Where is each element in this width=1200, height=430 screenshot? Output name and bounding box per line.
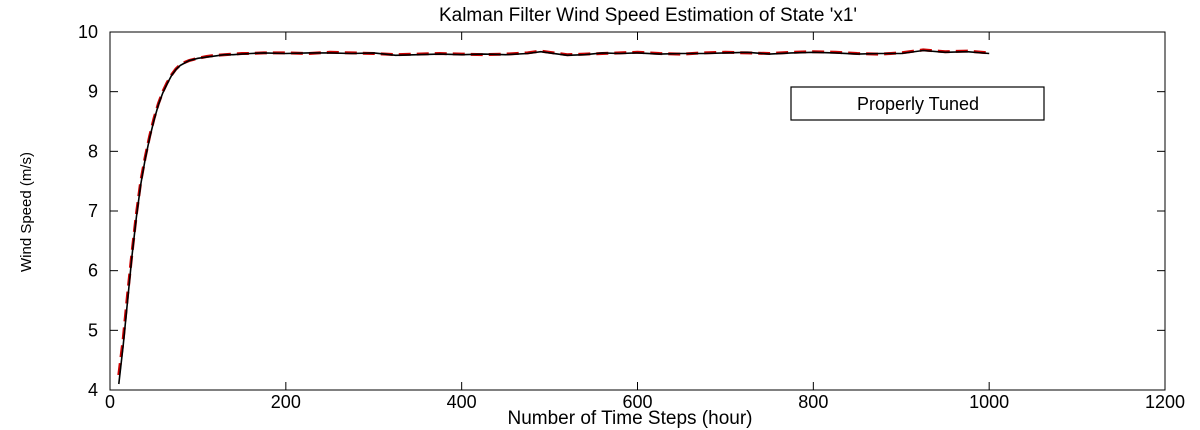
- annotation-box: Properly Tuned: [790, 86, 1045, 121]
- annotation-frame: [790, 86, 1045, 121]
- x-tick-label: 0: [105, 392, 115, 412]
- x-tick-label: 200: [271, 392, 301, 412]
- x-axis-label: Number of Time Steps (hour): [508, 408, 753, 429]
- x-tick-label: 1000: [969, 392, 1009, 412]
- plot-area: [109, 31, 1166, 391]
- y-axis-label: Wind Speed (m/s): [18, 152, 35, 272]
- y-tick-label: 4: [88, 380, 98, 400]
- y-tick-label: 8: [88, 141, 98, 161]
- ticks-layer: 0 200 400 600 800 1000 1200 4 5 6 7 8 9 10: [78, 22, 1185, 412]
- x-tick-label: 400: [447, 392, 477, 412]
- chart-title: Kalman Filter Wind Speed Estimation of S…: [439, 5, 857, 26]
- y-tick-label: 7: [88, 201, 98, 221]
- annotation-text: Properly Tuned: [857, 94, 979, 114]
- y-tick-label: 5: [88, 320, 98, 340]
- x-tick-label: 800: [798, 392, 828, 412]
- y-tick-label: 6: [88, 261, 98, 281]
- series-layer: [117, 48, 990, 385]
- y-tick-label: 9: [88, 82, 98, 102]
- series-line-2: [118, 49, 990, 385]
- y-tick-label: 10: [78, 22, 98, 42]
- x-tick-label: 600: [622, 392, 652, 412]
- x-tick-label: 1200: [1145, 392, 1185, 412]
